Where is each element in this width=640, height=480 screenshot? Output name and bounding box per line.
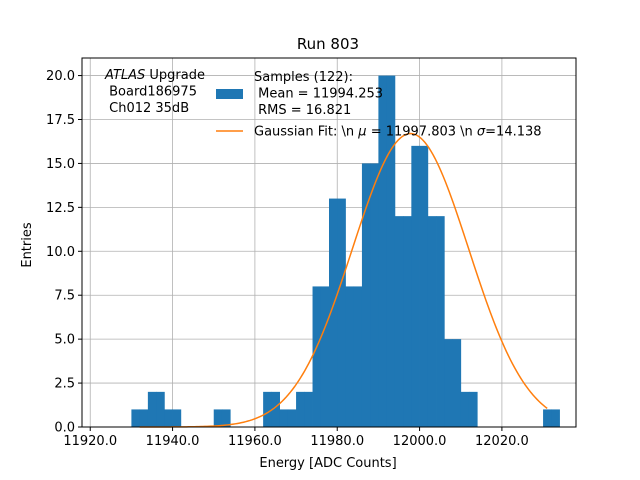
histogram-bars [131,75,560,428]
histogram-bar [460,391,470,427]
x-axis-label: Energy [ADC Counts] [259,456,396,471]
legend-label-samples: RMS = 16.821 [254,103,351,118]
histogram-bar [345,286,355,427]
histogram-bar [353,286,363,427]
histogram-bar [213,409,223,427]
histogram-bar [221,409,231,427]
histogram-bar [394,216,404,427]
histogram-bar [304,391,313,427]
histogram-bar [370,163,379,427]
histogram-bar [279,409,289,427]
histogram-bar [296,391,305,427]
histogram-bar [164,409,173,427]
histogram-bar [411,145,420,427]
histogram-bar [287,409,297,427]
histogram-bar [139,409,149,427]
x-tick-label: 11940.0 [146,434,200,449]
y-tick-label: 15.0 [46,157,75,172]
y-tick-label: 12.5 [46,201,75,216]
legend: Samples (122): Mean = 11994.253 RMS = 16… [216,70,542,140]
histogram-bar [271,391,280,427]
histogram-bar [337,198,346,427]
atlas-annotation: ATLAS Upgrade Board186975 Ch012 35dB [104,68,205,116]
annotation-line: Ch012 35dB [105,101,189,116]
histogram-bar [147,391,157,427]
y-tick-label: 5.0 [54,333,75,348]
legend-label-samples: Mean = 11994.253 [254,87,383,102]
histogram-bar [403,216,412,427]
histogram-bar [320,286,330,427]
histogram-bar [436,216,445,427]
histogram-bar [444,339,453,427]
y-tick-label: 20.0 [46,69,75,84]
histogram-bar [312,286,322,427]
histogram-bar [378,75,388,428]
legend-label-samples: Samples (122): [254,70,353,85]
annotation-line: ATLAS Upgrade [104,68,205,83]
y-axis-ticks: 0.0 2.5 5.0 7.5 10.0 12.5 15.0 17.5 20.0 [46,69,82,436]
chart-title: Run 803 [297,35,359,53]
y-tick-label: 0.0 [54,421,75,436]
histogram-bar [361,163,371,427]
histogram-bar [551,409,560,427]
gaussian-fit-line [139,132,548,428]
legend-label-fit: Gaussian Fit: \n μ = 11997.803 \n σ=14.1… [254,125,542,140]
x-tick-label: 12000.0 [393,434,447,449]
x-axis-ticks: 11920.0 11940.0 11960.0 11980.0 12000.0 12020… [63,427,529,449]
histogram-bar [452,339,462,427]
histogram-bar [131,409,141,427]
histogram-bar [419,145,429,427]
y-tick-label: 17.5 [46,113,75,128]
histogram-bar [156,391,165,427]
x-tick-label: 11920.0 [63,434,117,449]
histogram-bar [543,409,552,427]
annotation-line: Board186975 [105,85,197,100]
histogram-bar [386,75,396,428]
y-axis-label: Entries [20,222,35,268]
legend-patch-samples [216,89,243,99]
histogram-bar [329,198,338,427]
y-tick-label: 7.5 [54,289,75,304]
plot-frame [81,57,577,428]
y-tick-label: 2.5 [54,377,75,392]
x-tick-label: 12020.0 [475,434,529,449]
histogram-bar [468,391,478,427]
histogram-bar [427,216,437,427]
gaussian-fit [139,132,548,428]
x-tick-label: 11960.0 [228,434,282,449]
y-tick-label: 10.0 [46,245,75,260]
x-tick-label: 11980.0 [310,434,364,449]
histogram-bar [263,391,272,427]
histogram-bar [172,409,182,427]
